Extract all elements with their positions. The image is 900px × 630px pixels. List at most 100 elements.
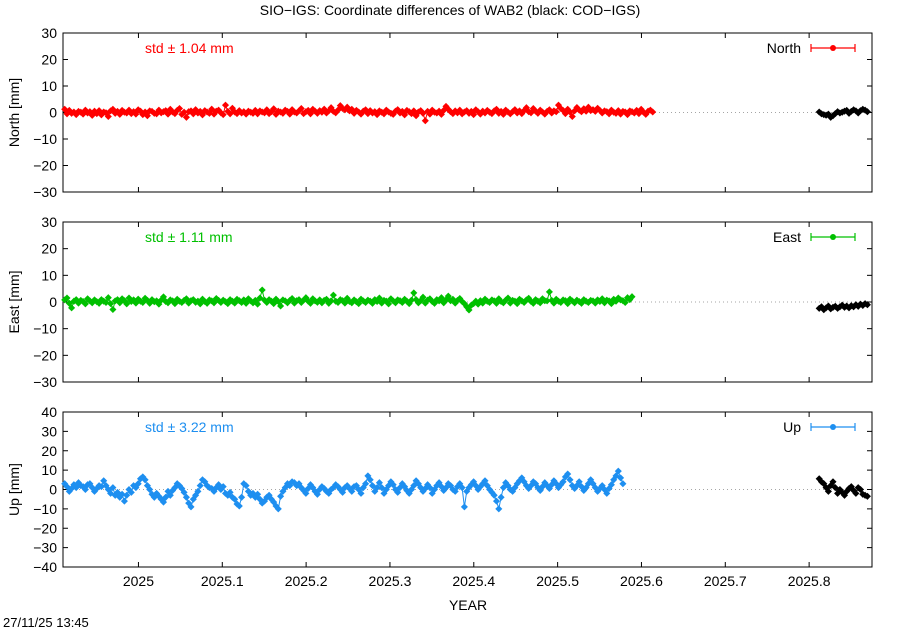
data-point	[566, 476, 574, 484]
data-point	[274, 505, 282, 513]
legend-label: East	[773, 229, 801, 245]
data-point	[559, 478, 567, 486]
data-point	[277, 492, 285, 500]
data-point	[219, 111, 227, 119]
data-point	[339, 488, 347, 496]
data-point	[143, 112, 151, 120]
y-axis-label: Up [mm]	[6, 463, 22, 516]
data-point	[196, 482, 204, 490]
x-tick-label: 2025.7	[704, 573, 747, 589]
y-tick-label: 0	[49, 105, 57, 121]
panel-up: 40 30 20 10 0 −10 −20 −30 −40 Up [mm] std ± 3.22 m…	[6, 404, 873, 575]
y-tick-label: −10	[33, 131, 57, 147]
data-point	[166, 491, 174, 499]
x-tick-label: 2025.4	[452, 573, 495, 589]
y-tick-label: −10	[33, 321, 57, 337]
y-tick-label: −40	[33, 559, 57, 575]
x-tick-label: 2025.3	[369, 573, 412, 589]
data-point	[394, 488, 402, 496]
data-point	[107, 300, 115, 308]
data-point	[465, 306, 473, 314]
y-tick-label: 0	[49, 482, 57, 498]
y-tick-label: 20	[41, 52, 57, 68]
data-point	[221, 101, 230, 109]
data-point	[568, 112, 576, 121]
data-point	[63, 294, 71, 302]
data-point	[277, 302, 285, 310]
data-point	[366, 476, 374, 484]
data-point	[389, 481, 397, 489]
data-point	[460, 503, 468, 511]
data-point	[407, 296, 416, 304]
data-point	[120, 497, 128, 505]
x-tick-label: 2025.6	[620, 573, 663, 589]
data-point	[180, 488, 188, 496]
std-label: std ± 1.04 mm	[145, 40, 234, 56]
comparison-point	[856, 485, 865, 494]
data-point	[603, 489, 611, 497]
data-point	[490, 491, 498, 499]
data-point	[68, 304, 76, 312]
legend-label: North	[767, 40, 801, 56]
y-tick-label: 30	[41, 214, 57, 230]
data-point	[492, 497, 501, 505]
std-label: std ± 1.11 mm	[145, 229, 233, 245]
data-point	[100, 477, 108, 485]
x-tick-label: 2025.2	[285, 573, 328, 589]
data-point	[104, 294, 112, 302]
data-point	[495, 505, 503, 513]
data-point	[357, 489, 365, 497]
y-tick-label: −30	[33, 374, 57, 390]
data-point	[141, 476, 149, 484]
data-point	[61, 480, 69, 488]
data-point	[575, 478, 583, 486]
y-tick-label: 10	[41, 462, 57, 478]
data-point	[109, 305, 117, 314]
x-tick-label: 2025	[123, 573, 154, 589]
data-point	[564, 470, 572, 478]
data-point	[302, 489, 310, 497]
data-point	[194, 487, 202, 495]
data-point	[219, 483, 227, 491]
comparison-point	[863, 492, 871, 500]
data-point	[81, 300, 89, 308]
data-point	[242, 482, 250, 490]
data-point	[97, 483, 105, 491]
data-point	[238, 493, 246, 501]
y-axis-label: North [mm]	[6, 78, 22, 147]
data-point	[348, 487, 356, 495]
y-tick-label: −20	[33, 347, 57, 363]
y-tick-label: −30	[33, 184, 57, 200]
data-point	[421, 117, 429, 125]
data-point	[481, 477, 489, 485]
data-point	[231, 495, 239, 503]
data-point	[621, 298, 629, 307]
data-point	[175, 104, 184, 113]
data-point	[182, 493, 190, 501]
y-axis-label: East [mm]	[6, 270, 22, 333]
chart-title: SIO−IGS: Coordinate differences of WAB2 …	[260, 2, 641, 18]
legend-marker	[830, 234, 836, 240]
y-tick-label: 40	[41, 404, 57, 420]
x-tick-label: 2025.5	[536, 573, 579, 589]
data-point	[104, 112, 112, 121]
data-point	[385, 300, 393, 308]
data-point	[254, 300, 262, 308]
data-point	[649, 108, 657, 116]
data-point	[180, 108, 188, 116]
data-point	[127, 488, 135, 496]
data-point	[375, 479, 383, 487]
y-tick-label: −30	[33, 540, 57, 556]
data-point	[146, 485, 154, 494]
comparison-point	[852, 489, 860, 497]
data-point	[373, 484, 381, 492]
data-point	[118, 490, 126, 498]
legend-marker	[830, 424, 836, 430]
y-tick-label: 20	[41, 241, 57, 257]
data-point	[258, 286, 266, 294]
data-point	[607, 481, 615, 489]
data-point	[362, 480, 370, 488]
comparison-point	[824, 487, 832, 495]
data-point	[410, 289, 418, 297]
data-point	[254, 490, 262, 498]
